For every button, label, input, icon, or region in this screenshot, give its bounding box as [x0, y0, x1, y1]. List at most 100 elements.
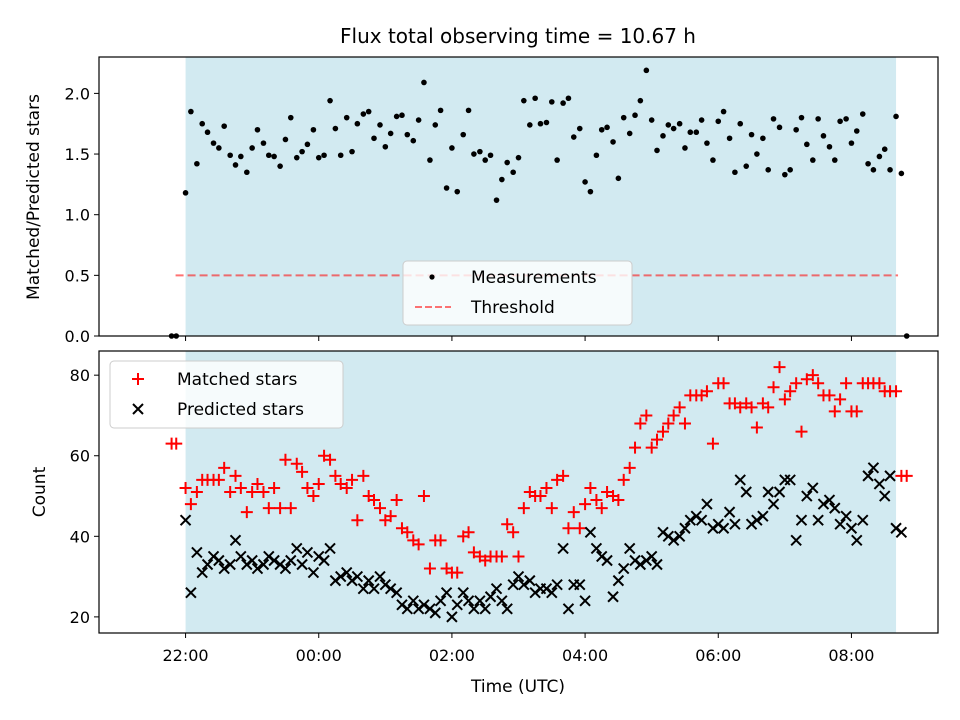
x-tick-label: 22:00 [163, 646, 209, 665]
predicted-star-point [268, 554, 280, 567]
matched-star-point [301, 481, 314, 494]
measurement-point [643, 67, 650, 74]
measurement-point [693, 129, 700, 136]
matched-star-point [170, 437, 183, 450]
predicted-star-point [801, 490, 813, 502]
matched-star-point [384, 510, 397, 523]
x-tick-label: 06:00 [695, 646, 741, 665]
matched-star-point [567, 506, 580, 519]
matched-star-point [812, 377, 825, 390]
x-tick-label: 08:00 [828, 646, 874, 665]
measurement-point [831, 157, 838, 163]
predicted-star-point [307, 566, 320, 579]
measurement-point [610, 139, 616, 145]
predicted-star-point [357, 582, 370, 595]
predicted-star-point [684, 514, 697, 526]
y-tick-label: 0.0 [65, 327, 90, 346]
predicted-star-point [879, 490, 891, 502]
predicted-star-point [279, 562, 292, 575]
predicted-star-point [579, 595, 591, 607]
measurement-point [260, 140, 267, 146]
measurement-point [304, 141, 311, 148]
predicted-star-point [468, 603, 480, 615]
measurement-point [554, 157, 560, 163]
measurement-point [321, 152, 327, 159]
measurement-point [210, 140, 217, 146]
count-legend: Matched stars Predicted stars [109, 360, 344, 429]
measurement-point [421, 79, 427, 86]
measurement-point [848, 140, 855, 146]
measurement-point [182, 190, 189, 196]
measurement-point [194, 160, 200, 167]
matched-star-point [590, 494, 603, 507]
predicted-star-point [546, 587, 558, 599]
matched-star-point [706, 437, 719, 450]
predicted-star-point [807, 482, 819, 494]
measurement-point [593, 152, 600, 159]
matched-star-point [262, 502, 275, 515]
measurement-point [660, 133, 666, 139]
measurement-point [532, 95, 538, 102]
measurement-point [715, 118, 722, 125]
matched-star-point [840, 377, 853, 390]
matched-star-point [651, 433, 664, 446]
predicted-star-point [229, 534, 242, 547]
matched-star-point [767, 381, 780, 394]
legend-measurements-label: Measurements [471, 268, 597, 288]
predicted-star-point [840, 510, 852, 522]
predicted-star-point [496, 595, 508, 607]
predicted-star-point [695, 514, 708, 526]
matched-star-point [762, 401, 775, 414]
measurement-point [626, 130, 633, 137]
predicted-star-point [851, 534, 863, 547]
predicted-star-point [285, 554, 297, 567]
matched-star-point [184, 498, 197, 511]
predicted-star-point [667, 534, 680, 547]
predicted-star-point [434, 595, 447, 607]
predicted-star-point [751, 514, 763, 526]
predicted-star-point [179, 514, 192, 526]
predicted-star-point [612, 574, 625, 587]
measurement-point [760, 135, 766, 142]
matched-star-point [617, 473, 630, 486]
measurement-point [432, 122, 439, 128]
matched-star-point [179, 481, 192, 494]
measurement-point [565, 95, 572, 102]
matched-star-point [717, 377, 730, 390]
predicted-star-point [524, 574, 536, 587]
measurement-point [310, 126, 317, 133]
measurement-point [460, 131, 467, 138]
measurement-point [343, 114, 350, 121]
predicted-star-point [845, 522, 858, 534]
matched-star-point [351, 514, 364, 527]
matched-star-point [773, 361, 786, 374]
predicted-star-point [812, 514, 824, 526]
measurement-point [548, 99, 555, 105]
measurement-point [244, 169, 250, 176]
matched-star-point [873, 377, 886, 390]
measurement-point [465, 107, 472, 114]
predicted-star-point [340, 566, 353, 579]
predicted-star-point [351, 570, 364, 583]
predicted-star-point [507, 578, 519, 591]
measurement-point [382, 143, 389, 150]
predicted-star-point [479, 603, 491, 615]
matched-star-point [629, 441, 642, 454]
matched-star-point [778, 393, 791, 406]
measurement-point [249, 145, 255, 151]
measurement-point [454, 188, 461, 195]
predicted-star-point [773, 486, 786, 498]
predicted-star-point [829, 502, 841, 514]
predicted-star-point [757, 510, 769, 522]
predicted-star-point [562, 603, 575, 615]
measurement-point [487, 152, 494, 159]
ratio-legend: Measurements Threshold [402, 260, 633, 326]
matched-star-point [390, 494, 403, 507]
matched-star-point [823, 389, 836, 402]
predicted-star-point [484, 591, 497, 603]
measurement-point [676, 120, 683, 127]
predicted-star-point [823, 494, 836, 506]
matched-star-point [678, 417, 691, 430]
measurement-point [527, 122, 533, 128]
x-tick-label: 04:00 [562, 646, 608, 665]
